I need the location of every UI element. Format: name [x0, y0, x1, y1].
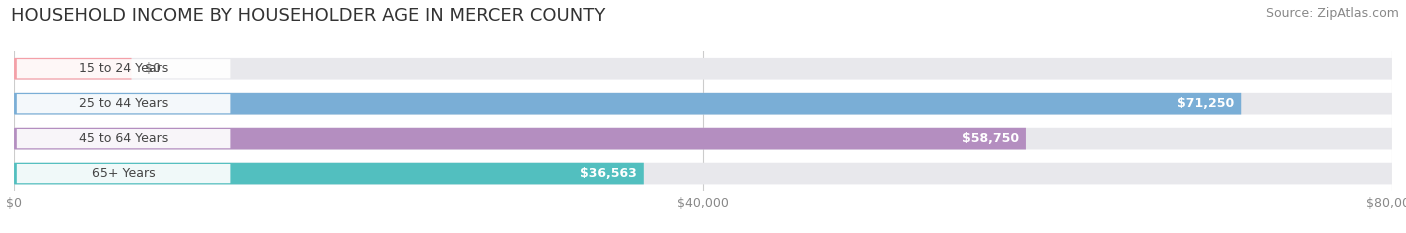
FancyBboxPatch shape	[14, 163, 644, 185]
FancyBboxPatch shape	[17, 129, 231, 148]
Text: $71,250: $71,250	[1177, 97, 1234, 110]
Text: $0: $0	[145, 62, 162, 75]
FancyBboxPatch shape	[14, 128, 1392, 150]
Text: 45 to 64 Years: 45 to 64 Years	[79, 132, 169, 145]
FancyBboxPatch shape	[14, 93, 1392, 115]
Text: 65+ Years: 65+ Years	[91, 167, 156, 180]
Text: $36,563: $36,563	[581, 167, 637, 180]
Text: Source: ZipAtlas.com: Source: ZipAtlas.com	[1265, 7, 1399, 20]
Text: 25 to 44 Years: 25 to 44 Years	[79, 97, 169, 110]
Text: HOUSEHOLD INCOME BY HOUSEHOLDER AGE IN MERCER COUNTY: HOUSEHOLD INCOME BY HOUSEHOLDER AGE IN M…	[11, 7, 606, 25]
Text: 15 to 24 Years: 15 to 24 Years	[79, 62, 169, 75]
FancyBboxPatch shape	[14, 93, 1241, 115]
FancyBboxPatch shape	[14, 163, 1392, 185]
FancyBboxPatch shape	[14, 58, 132, 80]
FancyBboxPatch shape	[14, 128, 1026, 150]
FancyBboxPatch shape	[17, 94, 231, 113]
Text: $58,750: $58,750	[962, 132, 1019, 145]
FancyBboxPatch shape	[14, 58, 1392, 80]
FancyBboxPatch shape	[17, 59, 231, 78]
FancyBboxPatch shape	[17, 164, 231, 183]
